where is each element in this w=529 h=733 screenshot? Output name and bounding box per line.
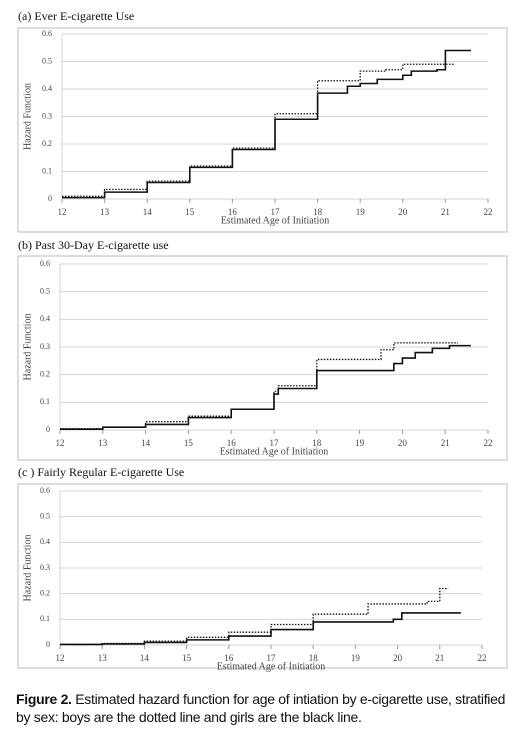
y-tick-label: 0.6	[40, 259, 50, 268]
y-tick-label: 0.5	[40, 286, 50, 295]
x-tick-label: 15	[184, 438, 194, 448]
y-tick-label: 0.3	[42, 111, 52, 120]
x-tick-label: 13	[98, 438, 108, 448]
x-tick-label: 16	[224, 653, 234, 663]
x-tick-label: 20	[398, 207, 408, 217]
x-tick-label: 14	[143, 207, 153, 217]
x-axis-label: Estimated Age of Initiation	[217, 661, 326, 672]
y-axis-label: Hazard Function	[22, 535, 33, 602]
y-tick-label: 0.5	[40, 511, 50, 520]
chart-frame	[17, 483, 508, 669]
y-tick-label: 0.3	[40, 563, 50, 572]
hazard-line	[60, 587, 449, 646]
x-tick-label: 15	[185, 207, 195, 217]
y-tick-label: 0.2	[40, 588, 50, 597]
y-tick-label: 0.6	[42, 29, 52, 38]
hazard-line	[62, 49, 471, 199]
y-tick-label: 0.5	[42, 56, 52, 65]
x-tick-label: 13	[98, 653, 108, 663]
x-tick-label: 18	[313, 207, 323, 217]
x-tick-label: 12	[58, 207, 67, 217]
x-tick-label: 22	[478, 653, 487, 663]
y-tick-label: 0	[48, 194, 52, 203]
y-tick-label: 0.6	[40, 486, 50, 495]
x-tick-label: 17	[271, 207, 281, 217]
x-tick-label: 18	[309, 653, 319, 663]
caption-text: Estimated hazard function for age of int…	[16, 691, 506, 725]
y-tick-label: 0.2	[40, 369, 50, 378]
x-tick-label: 16	[227, 438, 237, 448]
chart-title: (b) Past 30-Day E-cigarette use	[18, 238, 169, 252]
hazard-line	[62, 63, 454, 197]
x-tick-label: 20	[398, 438, 408, 448]
y-axis-label: Hazard Function	[22, 83, 33, 150]
y-tick-label: 0.4	[40, 537, 50, 546]
chart-title: (c ) Fairly Regular E-cigarette Use	[18, 465, 184, 479]
x-tick-label: 12	[56, 438, 65, 448]
x-tick-label: 21	[435, 653, 444, 663]
hazard-line	[60, 612, 461, 646]
y-tick-label: 0.4	[40, 314, 50, 323]
hazard-line	[60, 344, 471, 430]
x-tick-label: 16	[228, 207, 238, 217]
y-axis-label: Hazard Function	[22, 314, 33, 381]
x-tick-label: 17	[270, 438, 280, 448]
x-tick-label: 21	[441, 207, 450, 217]
chart-frame	[17, 27, 508, 233]
x-tick-label: 18	[312, 438, 322, 448]
x-tick-label: 14	[140, 653, 150, 663]
y-tick-label: 0	[46, 425, 50, 434]
x-tick-label: 17	[267, 653, 277, 663]
x-tick-label: 20	[393, 653, 403, 663]
chart-title: (a) Ever E-cigarette Use	[18, 9, 134, 23]
caption-label: Figure 2.	[16, 691, 72, 707]
y-tick-label: 0.1	[40, 614, 50, 623]
hazard-line	[60, 342, 459, 430]
x-tick-label: 14	[141, 438, 151, 448]
x-tick-label: 22	[484, 438, 493, 448]
y-tick-label: 0.3	[40, 342, 50, 351]
x-tick-label: 15	[182, 653, 192, 663]
y-tick-label: 0	[46, 640, 50, 649]
x-tick-label: 22	[484, 207, 493, 217]
y-tick-label: 0.1	[40, 397, 50, 406]
x-tick-label: 12	[56, 653, 65, 663]
x-axis-label: Estimated Age of Initiation	[220, 446, 329, 457]
x-tick-label: 21	[441, 438, 450, 448]
caption: Figure 2. Estimated hazard function for …	[16, 690, 516, 726]
x-axis-label: Estimated Age of Initiation	[221, 215, 330, 226]
y-tick-label: 0.1	[42, 166, 52, 175]
x-tick-label: 19	[351, 653, 361, 663]
x-tick-label: 13	[100, 207, 110, 217]
x-tick-label: 19	[355, 438, 365, 448]
y-tick-label: 0.4	[42, 84, 52, 93]
x-tick-label: 19	[356, 207, 366, 217]
y-tick-label: 0.2	[42, 139, 52, 148]
chart-frame	[17, 255, 508, 461]
